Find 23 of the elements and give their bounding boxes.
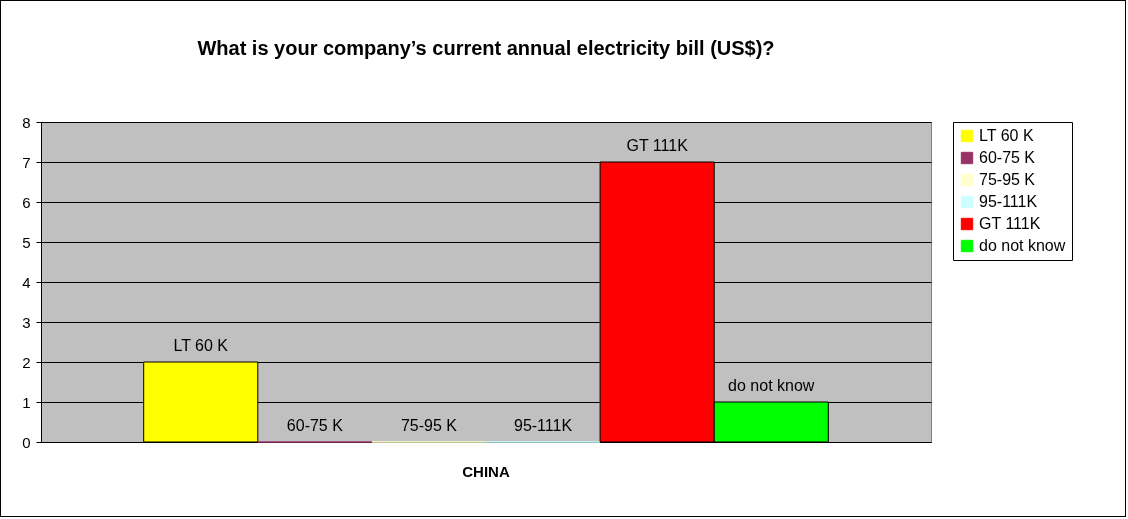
- chart-title: What is your company’s current annual electricity bill (US$)?: [197, 37, 775, 59]
- y-tick-label: 8: [22, 113, 31, 131]
- data-label: 95-111K: [513, 417, 573, 434]
- legend-label: GT 111K: [979, 215, 1041, 232]
- data-label: do not know: [728, 377, 815, 394]
- y-tick-label: 1: [22, 393, 31, 411]
- legend-label: 75-95 K: [979, 171, 1036, 188]
- y-tick-label: 2: [22, 353, 31, 371]
- data-label: GT 111K: [626, 137, 689, 154]
- y-tick-label: 5: [22, 233, 31, 251]
- legend-label: do not know: [979, 237, 1066, 254]
- data-label: 60-75 K: [286, 417, 344, 434]
- data-label: LT 60 K: [173, 337, 229, 354]
- x-tick-label: CHINA: [462, 462, 510, 480]
- legend-label: 60-75 K: [979, 149, 1036, 166]
- y-tick-label: 0: [22, 433, 31, 451]
- legend-label: LT 60 K: [979, 127, 1034, 144]
- y-tick-label: 6: [22, 193, 31, 211]
- legend-label: 95-111K: [979, 193, 1038, 210]
- y-tick-label: 3: [22, 313, 31, 331]
- y-tick-label: 4: [22, 273, 31, 291]
- y-tick-label: 7: [22, 153, 31, 171]
- data-label: 75-95 K: [400, 417, 458, 434]
